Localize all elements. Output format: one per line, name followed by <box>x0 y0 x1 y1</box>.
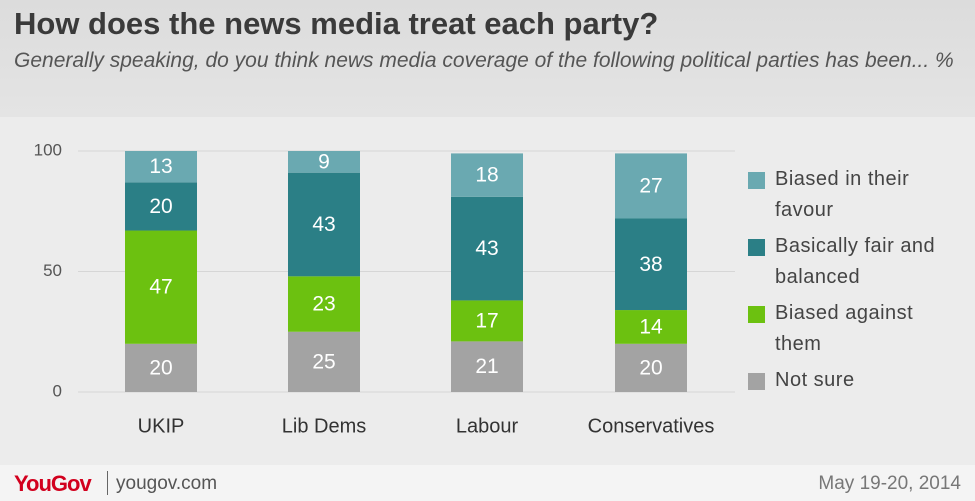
x-tick-label: Lib Dems <box>282 415 366 437</box>
y-tick-label: 0 <box>53 381 62 400</box>
value-label: 25 <box>312 350 335 373</box>
value-label: 20 <box>149 195 172 218</box>
header: How does the news media treat each party… <box>0 0 975 117</box>
legend-item: Not sure <box>748 365 963 432</box>
footer: YouGov yougov.com May 19-20, 2014 <box>0 465 975 501</box>
value-label: 14 <box>639 315 663 338</box>
value-label: 27 <box>639 174 662 197</box>
separator <box>107 471 108 495</box>
legend-label: Biased against them <box>775 302 914 355</box>
bar-segment <box>288 172 360 277</box>
value-label: 13 <box>149 155 172 178</box>
bar-segment <box>615 218 687 311</box>
chart-subtitle: Generally speaking, do you think news me… <box>14 49 954 72</box>
bar-segment <box>288 331 360 392</box>
bar-segment <box>125 182 197 231</box>
value-label: 23 <box>312 293 335 316</box>
value-label: 17 <box>475 309 498 332</box>
value-label: 38 <box>639 253 662 276</box>
value-label: 18 <box>475 164 498 187</box>
site-link: yougov.com <box>116 473 218 494</box>
bar-segment <box>615 153 687 219</box>
bar-segment <box>125 230 197 344</box>
y-tick-label: 100 <box>34 140 62 159</box>
legend-label: Biased in their favour <box>775 168 910 221</box>
legend: Biased in their favour Basically fair and… <box>748 164 963 432</box>
legend-swatch <box>748 172 765 189</box>
value-label: 20 <box>149 356 172 379</box>
legend-label: Not sure <box>775 369 855 391</box>
logo: YouGov <box>14 471 92 496</box>
bar-segment <box>288 151 360 173</box>
bar-segment <box>615 343 687 392</box>
legend-label: Basically fair and balanced <box>775 235 936 288</box>
bar-segment <box>451 153 523 197</box>
bar-segment <box>451 300 523 342</box>
legend-swatch <box>748 306 765 323</box>
legend-swatch <box>748 373 765 390</box>
bar-segment <box>615 310 687 344</box>
value-label: 20 <box>639 356 662 379</box>
bar-segment <box>288 276 360 332</box>
date: May 19-20, 2014 <box>818 473 961 494</box>
value-label: 43 <box>475 237 498 260</box>
value-label: 43 <box>312 213 335 236</box>
legend-item: Basically fair and balanced <box>748 231 963 298</box>
bar-segment <box>451 341 523 392</box>
x-tick-label: Labour <box>456 415 519 437</box>
x-tick-label: UKIP <box>138 415 185 437</box>
value-label: 47 <box>149 276 172 299</box>
x-tick-label: Conservatives <box>588 415 715 437</box>
value-label: 21 <box>475 355 498 378</box>
value-label: 9 <box>318 150 330 173</box>
legend-swatch <box>748 239 765 256</box>
y-tick-label: 50 <box>43 261 62 280</box>
chart-title: How does the news media treat each party… <box>14 6 659 41</box>
legend-item: Biased in their favour <box>748 164 963 231</box>
legend-item: Biased against them <box>748 298 963 365</box>
bar-segment <box>451 196 523 301</box>
bar-segment <box>125 151 197 183</box>
bar-segment <box>125 343 197 392</box>
